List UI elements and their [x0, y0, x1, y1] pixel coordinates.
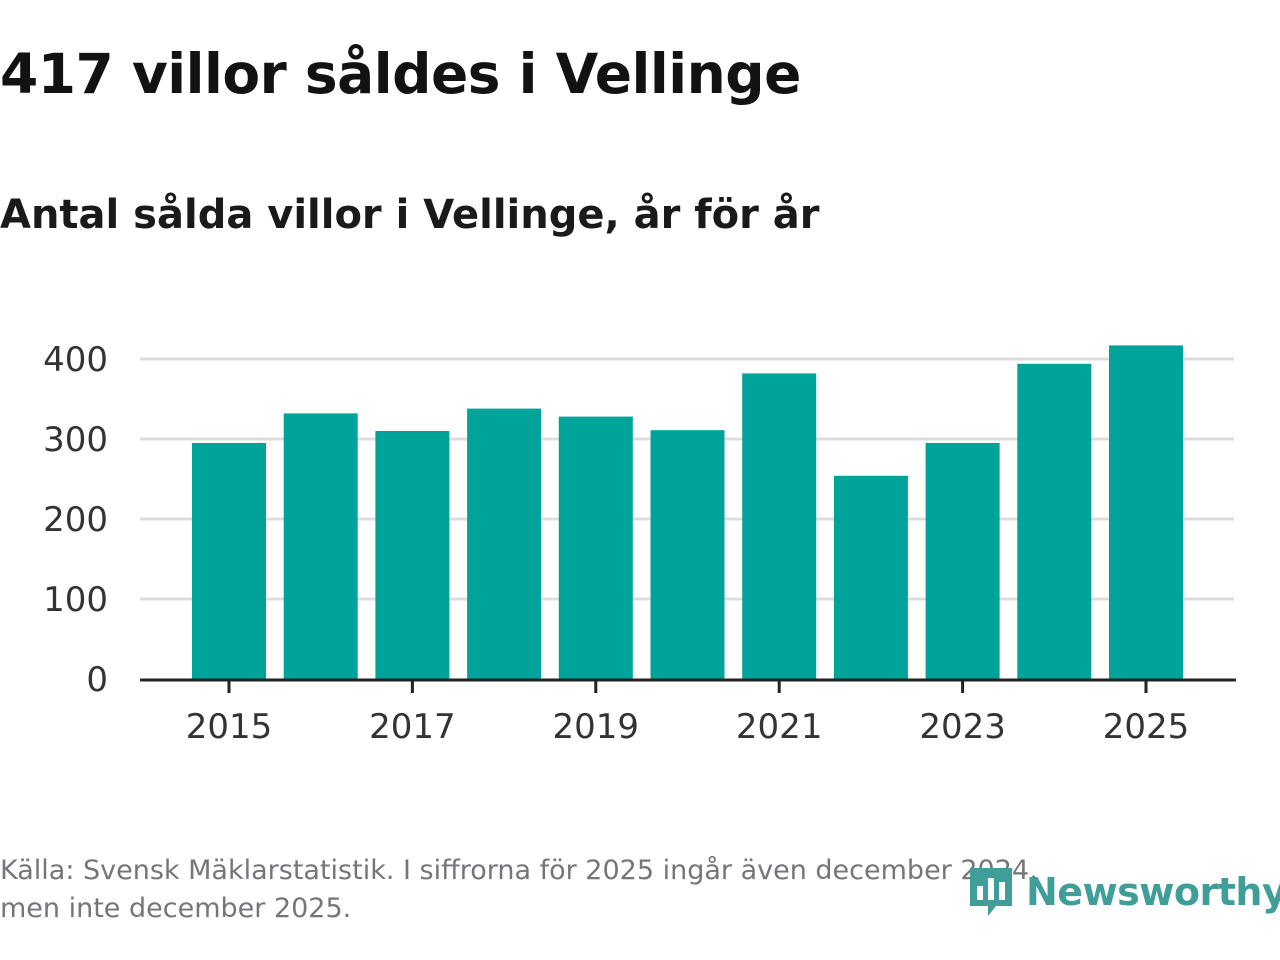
bar-2024 — [1017, 363, 1092, 679]
bar-2023 — [925, 443, 1000, 679]
bars — [192, 345, 1183, 679]
bar-2022 — [833, 475, 908, 679]
y-tick-label: 200 — [43, 500, 108, 540]
bar-chart: 0 100 200 300 400 2015 2017 2019 2021 2023 2025 — [43, 340, 1236, 747]
source-line-2: men inte december 2025. — [0, 893, 352, 924]
y-tick-label: 300 — [43, 420, 108, 460]
bar-2025 — [1109, 345, 1183, 679]
x-tick-label: 2019 — [553, 707, 640, 747]
y-tick-label: 100 — [43, 580, 108, 620]
bar-2021 — [742, 373, 817, 679]
x-tick-label: 2015 — [186, 707, 273, 747]
bar-2017 — [375, 431, 450, 679]
bar-2018 — [467, 408, 542, 679]
x-tick-label: 2017 — [369, 707, 456, 747]
chart-title: 417 villor såldes i Vellinge — [0, 42, 801, 106]
bar-chart-speech-bubble-icon — [970, 868, 1012, 916]
logo-text: Newsworthy — [1026, 870, 1280, 914]
x-tick-label: 2021 — [736, 707, 823, 747]
y-axis-ticks: 0 100 200 300 400 — [43, 340, 108, 700]
bar-2020 — [650, 430, 725, 679]
x-tick-label: 2023 — [919, 707, 1006, 747]
bar-2015 — [192, 443, 266, 679]
bar-2016 — [283, 413, 358, 679]
x-axis: 2015 2017 2019 2021 2023 2025 — [140, 678, 1236, 747]
bar-2019 — [558, 416, 633, 679]
y-tick-label: 0 — [86, 660, 108, 700]
chart-subtitle: Antal sålda villor i Vellinge, år för år — [0, 192, 820, 238]
source-line-1: Källa: Svensk Mäklarstatistik. I siffror… — [0, 855, 1038, 886]
y-tick-label: 400 — [43, 340, 108, 380]
source-note: Källa: Svensk Mäklarstatistik. I siffror… — [0, 852, 1200, 928]
newsworthy-logo: Newsworthy — [966, 864, 1280, 920]
x-tick-label: 2025 — [1103, 707, 1190, 747]
